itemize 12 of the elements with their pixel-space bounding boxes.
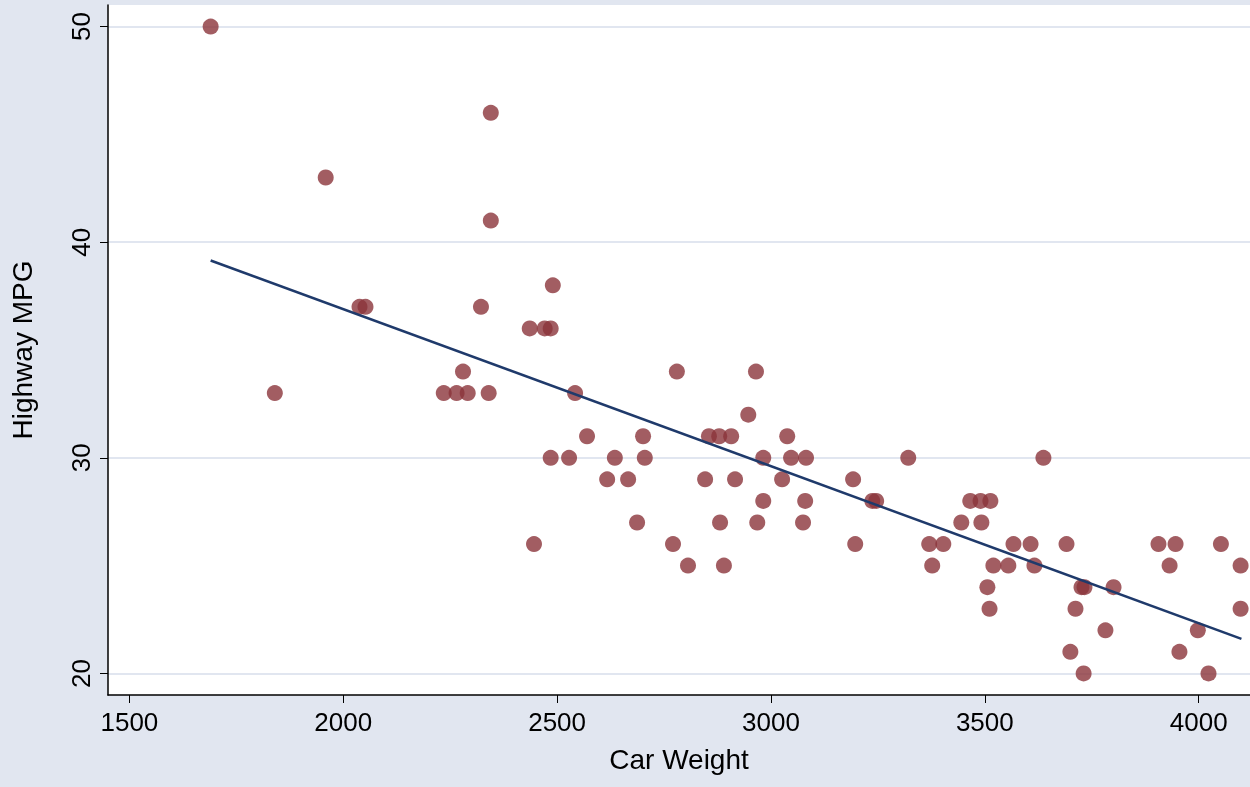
x-tick-label: 3000 [742,707,800,737]
x-tick-label: 1500 [100,707,159,737]
y-tick-label: 50 [66,12,96,42]
x-tick-label: 3500 [955,707,1014,737]
y-tick-label: 30 [66,443,96,473]
x-axis-title: Car Weight [609,743,749,775]
x-tick-label: 4000 [1169,707,1228,737]
y-tick-label: 40 [66,227,96,257]
x-tick-label: 2500 [528,707,587,737]
y-axis-title: Highway MPG [6,260,38,440]
y-tick-label: 20 [66,658,96,688]
x-tick-label: 2000 [314,707,373,737]
